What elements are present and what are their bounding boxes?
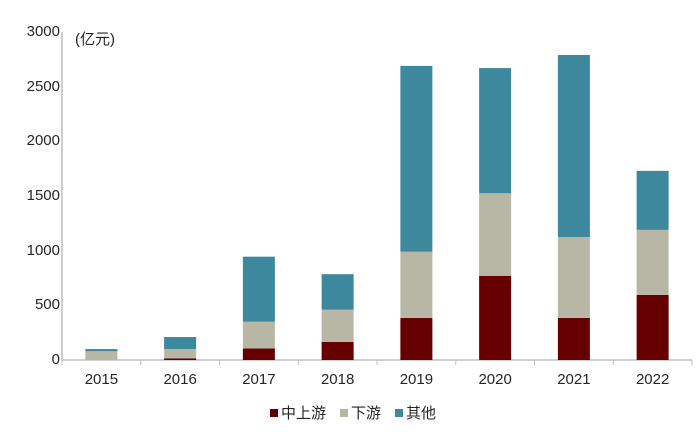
legend-swatch-icon: [395, 408, 404, 417]
bar-segment: [400, 65, 433, 252]
unit-label: (亿元): [75, 31, 115, 48]
y-tick-label: 1000: [26, 241, 60, 259]
bar-segment: [479, 68, 512, 194]
x-tick-label: 2015: [84, 371, 119, 388]
legend-swatch-icon: [340, 408, 349, 417]
y-tick-label: 0: [51, 351, 60, 368]
x-tick-label: 2016: [163, 371, 197, 388]
x-tick-label: 2017: [242, 371, 276, 388]
legend-item: 其他: [395, 402, 436, 423]
x-tick-label: 2018: [320, 371, 355, 388]
x-tick-label: 2019: [399, 371, 434, 388]
bar-segment: [242, 348, 275, 360]
legend-item: 中上游: [270, 402, 326, 423]
bar-segment: [85, 349, 118, 352]
legend: 中上游 下游 其他: [270, 402, 436, 423]
bar-segment: [636, 294, 669, 360]
bar-segment: [400, 317, 433, 360]
bar-segment: [321, 274, 354, 310]
bar-segment: [479, 275, 512, 360]
bar-segment: [400, 251, 433, 318]
legend-label: 下游: [351, 405, 382, 422]
bar-segment: [164, 337, 197, 350]
bar-segment: [321, 309, 354, 342]
bar-segment: [164, 349, 197, 359]
y-tick-label: 3000: [26, 23, 60, 40]
bar-segment: [479, 193, 512, 276]
bar-segment: [557, 317, 590, 360]
legend-swatch-icon: [270, 408, 278, 417]
legend-label: 中上游: [281, 405, 327, 422]
bar-segment: [557, 54, 590, 238]
bar-segment: [557, 237, 590, 318]
bar-segment: [321, 341, 354, 360]
bar-segment: [164, 358, 197, 360]
bar-segment: [242, 321, 275, 349]
y-tick-label: 2000: [26, 132, 60, 150]
legend-item: 下游: [340, 402, 381, 423]
legend-label: 其他: [406, 405, 437, 422]
bar-segment: [636, 229, 669, 295]
x-tick-label: 2021: [557, 371, 591, 388]
x-tick-label: 2022: [635, 371, 670, 388]
x-tick-label: 2020: [478, 371, 512, 388]
y-tick-label: 500: [34, 296, 60, 314]
bar-segment: [242, 256, 275, 322]
y-tick-label: 2500: [26, 77, 60, 95]
bar-segment: [85, 351, 118, 360]
bar-segment: [636, 170, 669, 230]
y-tick-label: 1500: [26, 187, 60, 204]
